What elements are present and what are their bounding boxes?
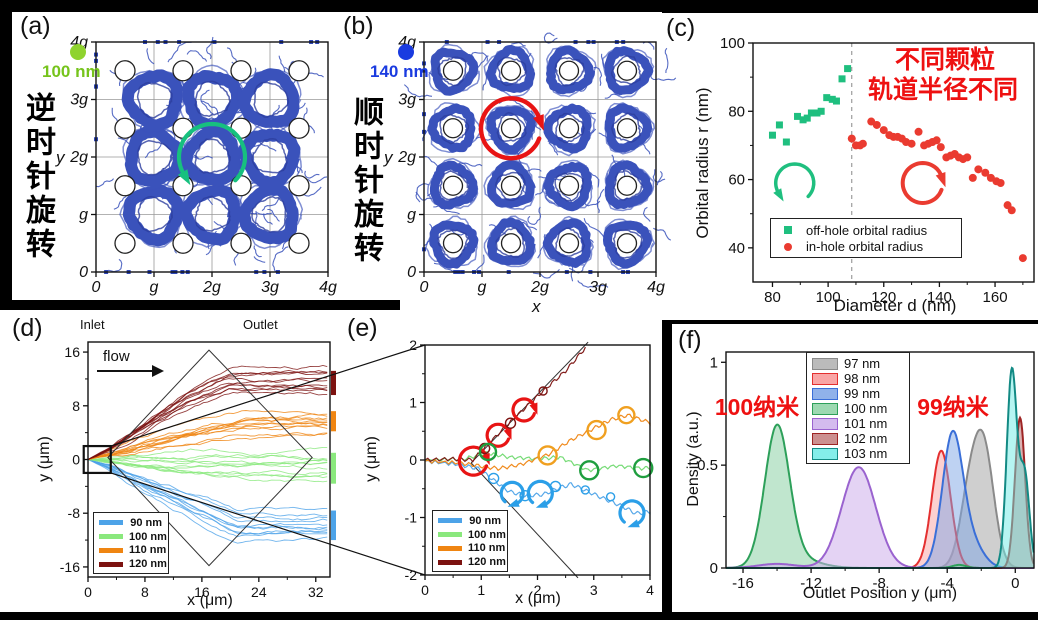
outlet-label: Outlet [243, 317, 278, 332]
legend-swatch-icon [99, 561, 123, 567]
flow-label: flow [103, 348, 130, 365]
panel-c-annotation-line1: 不同颗粒 [894, 46, 995, 74]
panel-a-particle-size: 100 nm [42, 62, 101, 81]
legend-label: 101 nm [844, 416, 888, 431]
legend-label: in-hole orbital radius [806, 239, 924, 255]
panel-b-rotation-text: 顺时针旋转 [349, 96, 382, 266]
legend-entry: 100 nm [99, 531, 167, 543]
legend-label: 110 nm [129, 544, 167, 557]
panel-d-xlabel: x (μm) [187, 592, 233, 609]
legend-label: 99 nm [844, 386, 881, 401]
legend-entry: 110 nm [438, 542, 505, 554]
panel-a-rotation-text: 逆时针旋转 [21, 92, 54, 262]
panel-a-ylabel: y [56, 148, 65, 167]
legend-entry: 101 nm [812, 416, 903, 431]
legend-entry: in-hole orbital radius [776, 239, 955, 254]
legend-swatch-icon [99, 520, 123, 526]
panel-c-label: (c) [666, 14, 696, 42]
legend-label: 97 nm [844, 356, 881, 371]
legend-entry: 120 nm [99, 558, 167, 570]
panel-b-ylabel: y [384, 148, 393, 167]
legend-swatch-icon [812, 447, 838, 460]
panel-f-ylabel: Density (a.u.) [685, 411, 702, 507]
legend-swatch-icon [812, 417, 838, 430]
legend-entry: 100 nm [812, 401, 903, 416]
legend-entry: off-hole orbital radius [776, 223, 955, 238]
panel-e-ylabel: y (μm) [363, 436, 380, 482]
legend-swatch-icon [812, 432, 838, 445]
panel-c-xlabel: Diameter d (nm) [833, 296, 957, 315]
legend-entry: 90 nm [99, 517, 162, 529]
legend-label: off-hole orbital radius [806, 222, 928, 238]
legend-label: 103 nm [844, 446, 888, 461]
particle-dot-green-icon [70, 44, 86, 60]
legend-swatch-icon [812, 402, 838, 415]
legend-swatch-icon [99, 547, 123, 553]
legend-entry: 120 nm [438, 556, 506, 568]
legend-entry: 110 nm [99, 544, 166, 556]
panel-f-annotation-left: 100纳米 [714, 394, 800, 420]
panel-b-label: (b) [343, 12, 374, 40]
panel-d-label: (d) [12, 314, 43, 342]
inlet-label: Inlet [80, 317, 105, 332]
panel-e-label: (e) [347, 314, 378, 342]
legend-swatch-icon [812, 357, 838, 370]
panel-e-xlabel: x (μm) [515, 590, 561, 607]
legend-entry: 102 nm [812, 431, 903, 446]
legend-swatch-icon [438, 559, 462, 565]
legend-entry: 99 nm [812, 386, 903, 401]
panel-b-particle-size: 140 nm [370, 62, 429, 81]
legend-label: 98 nm [844, 371, 881, 386]
legend-entry: 97 nm [812, 356, 903, 371]
panel-d-legend: 90 nm 100 nm 110 nm 120 nm [93, 512, 169, 574]
legend-label: 102 nm [844, 431, 888, 446]
panel-c-ylabel: Orbital radius r (nm) [693, 87, 712, 239]
legend-label: 100 nm [844, 401, 888, 416]
legend-label: 100 nm [468, 528, 506, 541]
panel-c-legend: off-hole orbital radius in-hole orbital r… [770, 218, 962, 258]
panel-b-xlabel: x [532, 297, 541, 316]
panel-f-annotation-right: 99纳米 [917, 394, 989, 420]
legend-label: 90 nm [469, 514, 501, 527]
legend-swatch-icon [784, 242, 792, 251]
legend-swatch-icon [812, 372, 838, 385]
legend-label: 100 nm [129, 530, 167, 543]
panel-e-legend: 90 nm 100 nm 110 nm 120 nm [432, 510, 508, 572]
legend-label: 110 nm [468, 542, 506, 555]
legend-label: 90 nm [130, 516, 162, 529]
panel-ab-background [12, 12, 662, 300]
legend-entry: 90 nm [438, 515, 501, 527]
panel-f-label: (f) [678, 326, 702, 354]
panel-d-ylabel: y (μm) [36, 436, 53, 482]
legend-entry: 103 nm [812, 446, 903, 461]
legend-label: 120 nm [129, 558, 167, 571]
legend-swatch-icon [438, 518, 462, 524]
legend-entry: 100 nm [438, 529, 506, 541]
panel-f-xlabel: Outlet Position y (μm) [802, 585, 958, 602]
panel-a-label: (a) [20, 12, 51, 40]
legend-swatch-icon [99, 534, 123, 540]
particle-dot-blue-icon [398, 44, 414, 60]
panel-c-annotation-line2: 轨道半径不同 [867, 76, 1018, 104]
legend-swatch-icon [784, 226, 792, 235]
legend-label: 120 nm [468, 556, 506, 569]
legend-swatch-icon [438, 532, 462, 538]
panel-f-legend: 97 nm 98 nm 99 nm 100 nm 101 nm 102 nm 103 nm [806, 352, 910, 464]
legend-swatch-icon [438, 545, 462, 551]
legend-swatch-icon [812, 387, 838, 400]
legend-entry: 98 nm [812, 371, 903, 386]
